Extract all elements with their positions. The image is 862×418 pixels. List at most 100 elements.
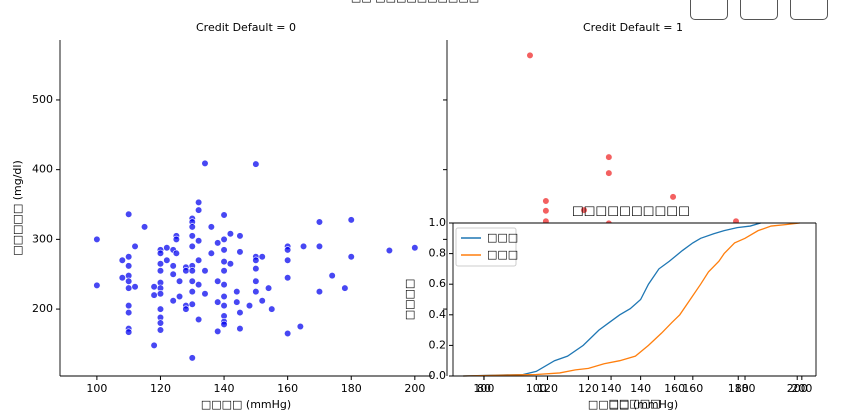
x-tick-label: 200 [404, 382, 425, 395]
point [131, 242, 139, 250]
point [195, 237, 203, 245]
point [207, 223, 215, 231]
point [150, 291, 158, 299]
point [252, 265, 260, 273]
point [220, 281, 228, 289]
point [264, 284, 273, 292]
point [150, 341, 158, 349]
x-tick-label: 160 [682, 382, 703, 395]
point [214, 298, 222, 306]
point [315, 242, 324, 250]
point [169, 270, 177, 278]
point [258, 253, 266, 261]
x-tick-label: 100 [473, 382, 494, 395]
x-tick-label: 200 [787, 382, 808, 395]
point [236, 308, 244, 317]
point [236, 324, 244, 333]
toolbar-button[interactable] [740, 0, 778, 20]
point [669, 193, 677, 201]
point [201, 159, 209, 167]
point [188, 242, 196, 250]
point [156, 290, 165, 298]
y-tick-label: 200 [32, 302, 53, 315]
point [226, 260, 235, 268]
point [118, 256, 126, 264]
point [284, 246, 292, 254]
point [195, 281, 203, 289]
point [411, 244, 419, 252]
point [156, 305, 165, 313]
x-tick-label: 140 [601, 382, 622, 395]
point [284, 329, 292, 338]
x-tick-label: 100 [526, 382, 547, 395]
point [172, 235, 180, 243]
point [125, 308, 133, 317]
point [118, 274, 126, 282]
x-tick-label: 160 [664, 382, 685, 395]
point [214, 239, 222, 247]
point [605, 169, 613, 177]
ecdf-line [463, 222, 761, 377]
point [125, 301, 133, 310]
y-tick-label: 400 [32, 163, 53, 176]
point [188, 300, 196, 308]
x-tick-label: 180 [728, 382, 749, 395]
point [93, 235, 101, 243]
point [299, 242, 308, 250]
x-tick-label: 120 [578, 382, 599, 395]
point [341, 284, 349, 292]
point [214, 327, 222, 335]
point [182, 305, 190, 313]
x-tick-label: 120 [150, 382, 171, 395]
point [542, 207, 550, 215]
point [284, 256, 292, 264]
point [220, 301, 228, 310]
point [268, 305, 276, 313]
toolbar-button[interactable] [790, 0, 828, 20]
point [542, 197, 550, 205]
toolbar-button[interactable] [690, 0, 728, 20]
point [93, 281, 101, 289]
axis-title: Credit Default = 1 [583, 21, 683, 34]
point [526, 51, 534, 59]
point [220, 258, 228, 266]
point [605, 153, 613, 161]
point [125, 253, 133, 261]
y-tick-label: 0.6 [429, 277, 447, 290]
point [156, 267, 165, 275]
point [315, 288, 324, 296]
point [252, 160, 260, 168]
y-axis-label: □□□□□ (mg/dl) [11, 160, 24, 256]
point [226, 230, 235, 238]
point [175, 292, 184, 301]
point [284, 274, 292, 282]
point [188, 288, 196, 296]
point [233, 288, 241, 296]
point [214, 277, 222, 285]
point [172, 249, 180, 257]
x-axis-label: □□□□□ [609, 397, 661, 410]
point [220, 211, 228, 219]
point [252, 277, 260, 285]
axis-title: Credit Default = 0 [196, 21, 296, 34]
legend-label: □□□ [487, 231, 518, 244]
x-tick-label: 80 [477, 382, 491, 395]
y-tick-label: 1.0 [429, 216, 447, 229]
point [131, 283, 139, 291]
point [201, 290, 209, 298]
point [220, 267, 228, 275]
point [188, 232, 196, 240]
x-tick-label: 140 [214, 382, 235, 395]
point [156, 326, 165, 334]
point [252, 256, 260, 264]
y-tick-label: 0.8 [429, 247, 447, 260]
x-tick-label: 140 [630, 382, 651, 395]
point [188, 277, 196, 285]
point [201, 267, 209, 275]
x-tick-label: 120 [537, 382, 558, 395]
point [236, 232, 244, 240]
point [220, 235, 228, 243]
point [163, 244, 171, 252]
